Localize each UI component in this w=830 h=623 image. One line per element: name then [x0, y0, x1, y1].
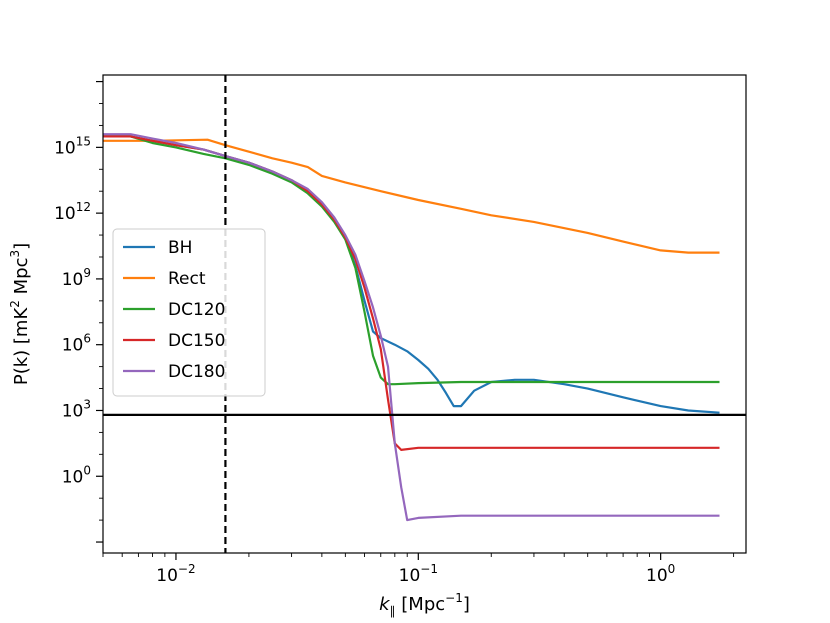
y-tick-label: 109 — [62, 266, 91, 290]
series-line-dc180 — [103, 133, 720, 522]
y-tick-exp: 6 — [83, 332, 91, 346]
y-tick-base: 10 — [62, 401, 84, 421]
series-line-rect — [103, 138, 720, 254]
y-tick-base: 10 — [62, 467, 84, 487]
x-tick-exp: 0 — [668, 562, 676, 576]
y-tick-base: 10 — [62, 270, 84, 290]
x-tick-base: 10 — [399, 566, 421, 586]
series-line-dc120 — [103, 135, 720, 386]
x-tick-label: 100 — [646, 562, 675, 586]
x-axis-label-k: k — [379, 594, 391, 615]
x-tick-exp: −1 — [420, 562, 438, 576]
y-tick-label: 1012 — [54, 200, 91, 224]
x-tick-label: 10−2 — [156, 562, 195, 586]
x-axis-label-unit-exp: −1 — [445, 591, 463, 605]
legend: BH Rect DC120 DC150 DC180 — [112, 228, 266, 397]
x-tick-exp: −2 — [178, 562, 196, 576]
legend-label-dc180: DC180 — [168, 362, 225, 382]
x-tick-base: 10 — [156, 566, 178, 586]
y-axis-label-main: P(k) [mK — [11, 307, 32, 386]
y-tick-label: 106 — [62, 332, 91, 356]
legend-label-dc150: DC150 — [168, 331, 225, 351]
y-tick-label: 1015 — [54, 134, 91, 158]
y-tick-base: 10 — [62, 336, 84, 356]
y-axis-label-exp2: 3 — [8, 250, 22, 258]
y-tick-base: 10 — [54, 204, 76, 224]
x-axis-label-sub: ∥ — [390, 604, 396, 618]
y-tick-exp: 9 — [83, 266, 91, 280]
y-tick-label: 103 — [62, 397, 91, 421]
y-tick-exp: 15 — [76, 134, 91, 148]
y-axis-label-mid: Mpc — [11, 258, 32, 301]
y-tick-label: 100 — [62, 463, 91, 487]
x-axis-label: k∥ [Mpc−1] — [379, 591, 470, 618]
y-tick-exp: 12 — [76, 200, 91, 214]
y-tick-base: 10 — [54, 138, 76, 158]
x-tick-base: 10 — [646, 566, 668, 586]
legend-label-dc120: DC120 — [168, 300, 225, 320]
y-axis-label: P(k) [mK2 Mpc3] — [8, 243, 32, 385]
y-tick-exp: 0 — [83, 463, 91, 477]
y-axis-label-exp1: 2 — [8, 300, 22, 308]
x-axis-label-unit-close: ] — [463, 594, 470, 615]
legend-label-rect: Rect — [168, 269, 206, 289]
x-tick-label: 10−1 — [399, 562, 438, 586]
y-tick-exp: 3 — [83, 397, 91, 411]
legend-label-bh: BH — [168, 238, 192, 258]
x-axis-label-unit: [Mpc — [401, 594, 445, 615]
legend-box — [112, 228, 266, 397]
plot-frame — [102, 74, 747, 554]
y-axis-label-end: ] — [11, 243, 32, 250]
